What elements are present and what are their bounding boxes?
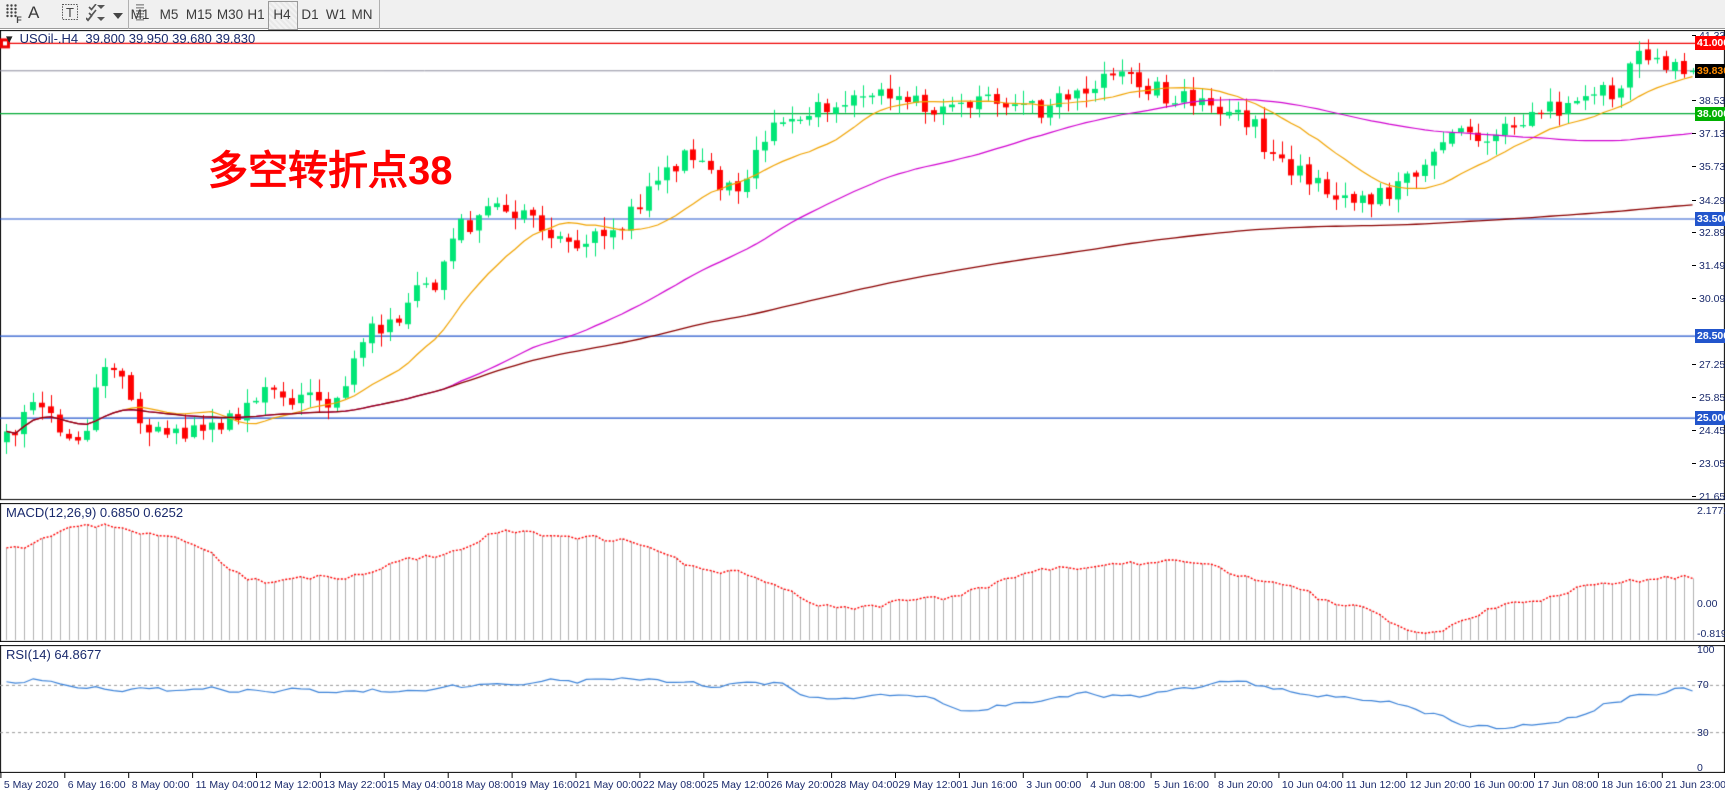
svg-text:T: T xyxy=(66,5,74,20)
svg-text:F: F xyxy=(16,15,22,24)
